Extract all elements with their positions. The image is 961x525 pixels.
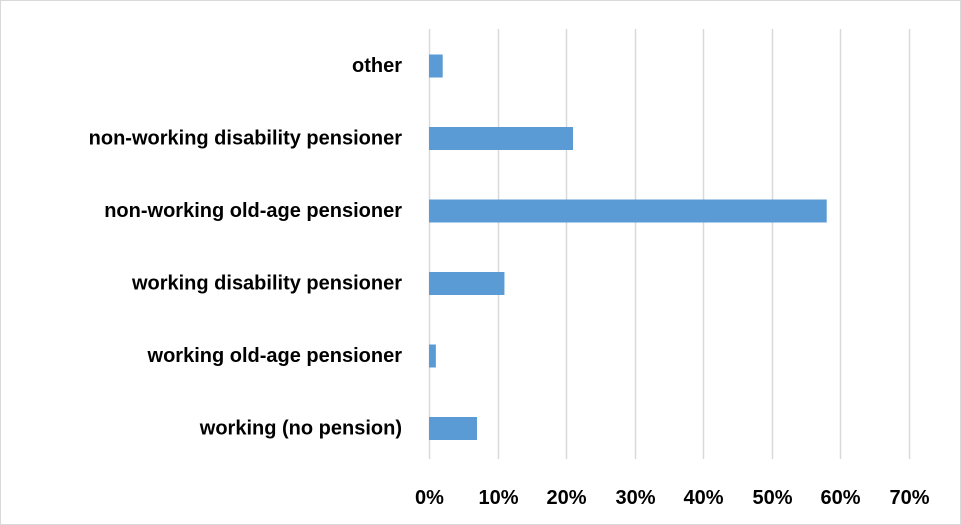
bar xyxy=(429,54,443,78)
x-tick-labels: 0% 10% 20% 30% 40% 50% 60% 70% xyxy=(415,487,930,509)
x-tick-label: 50% xyxy=(752,487,792,509)
x-tick-label: 60% xyxy=(820,487,860,509)
category-label: working old-age pensioner xyxy=(147,345,403,367)
x-tick-label: 40% xyxy=(683,487,723,509)
category-label: other xyxy=(352,55,402,77)
bar xyxy=(429,199,827,223)
x-tick-label: 10% xyxy=(478,487,518,509)
category-label: non-working disability pensioner xyxy=(89,128,403,150)
bars xyxy=(429,54,827,440)
x-tick-label: 0% xyxy=(415,487,444,509)
bar xyxy=(429,344,436,368)
bar xyxy=(429,127,573,150)
gridlines xyxy=(428,29,911,459)
bar xyxy=(429,272,505,295)
x-tick-label: 70% xyxy=(889,487,929,509)
bar xyxy=(429,417,477,440)
x-tick-label: 30% xyxy=(615,487,655,509)
x-tick-label: 20% xyxy=(546,487,586,509)
category-label: working disability pensioner xyxy=(131,273,402,295)
category-label: working (no pension) xyxy=(199,418,402,440)
category-label: non-working old-age pensioner xyxy=(104,200,402,222)
category-labels: other non-working disability pensioner non… xyxy=(89,55,403,440)
